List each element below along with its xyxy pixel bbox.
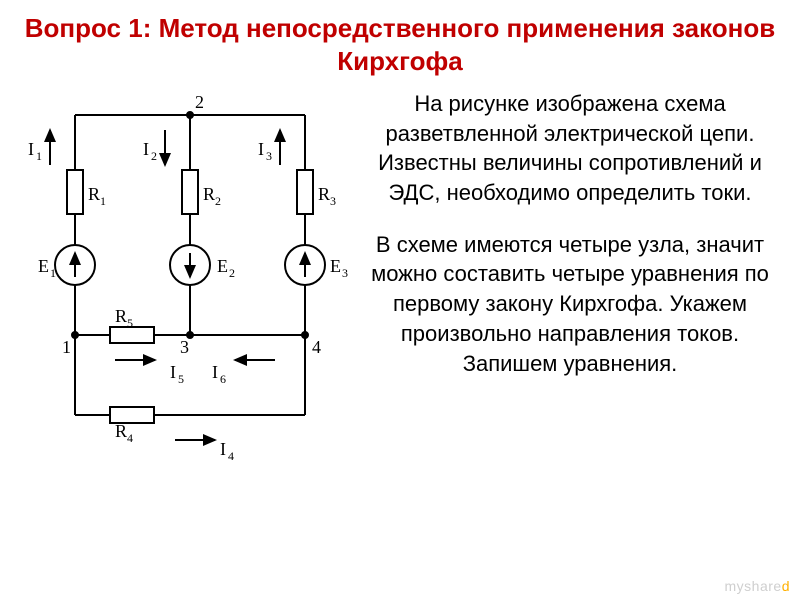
svg-text:E: E: [38, 256, 49, 276]
svg-text:R: R: [115, 306, 127, 326]
svg-text:I: I: [143, 139, 149, 159]
svg-text:2: 2: [151, 149, 157, 163]
svg-text:1: 1: [36, 149, 42, 163]
svg-text:6: 6: [220, 372, 226, 386]
svg-text:1: 1: [62, 337, 71, 357]
watermark: myshared: [725, 578, 790, 594]
svg-text:3: 3: [266, 149, 272, 163]
svg-text:R: R: [88, 184, 100, 204]
slide-title: Вопрос 1: Метод непосредственного примен…: [0, 0, 800, 85]
paragraph-1: На рисунке изображена схема разветвленно…: [360, 89, 780, 208]
svg-text:1: 1: [100, 194, 106, 208]
content-row: 1 2 3 4 I1 I2 I3 I5 I6 I4 R1 R2 R3 R5: [0, 85, 800, 465]
watermark-accent: d: [782, 578, 790, 594]
svg-text:I: I: [28, 139, 34, 159]
circuit-diagram: 1 2 3 4 I1 I2 I3 I5 I6 I4 R1 R2 R3 R5: [20, 85, 350, 465]
svg-text:5: 5: [127, 316, 133, 330]
svg-text:R: R: [318, 184, 330, 204]
svg-text:3: 3: [342, 266, 348, 280]
svg-text:4: 4: [312, 337, 321, 357]
svg-text:I: I: [258, 139, 264, 159]
svg-text:4: 4: [127, 431, 133, 445]
svg-text:I: I: [170, 362, 176, 382]
svg-text:3: 3: [330, 194, 336, 208]
svg-text:R: R: [203, 184, 215, 204]
svg-text:3: 3: [180, 337, 189, 357]
svg-text:2: 2: [215, 194, 221, 208]
watermark-text: myshare: [725, 578, 782, 594]
svg-text:R: R: [115, 421, 127, 441]
paragraph-2: В схеме имеются четыре узла, значит можн…: [360, 230, 780, 378]
svg-text:I: I: [212, 362, 218, 382]
svg-text:2: 2: [195, 92, 204, 112]
svg-text:2: 2: [229, 266, 235, 280]
svg-text:4: 4: [228, 449, 234, 463]
svg-text:I: I: [220, 439, 226, 459]
body-text: На рисунке изображена схема разветвленно…: [360, 85, 780, 465]
svg-text:E: E: [330, 256, 341, 276]
svg-text:5: 5: [178, 372, 184, 386]
svg-text:E: E: [217, 256, 228, 276]
svg-text:1: 1: [50, 266, 56, 280]
